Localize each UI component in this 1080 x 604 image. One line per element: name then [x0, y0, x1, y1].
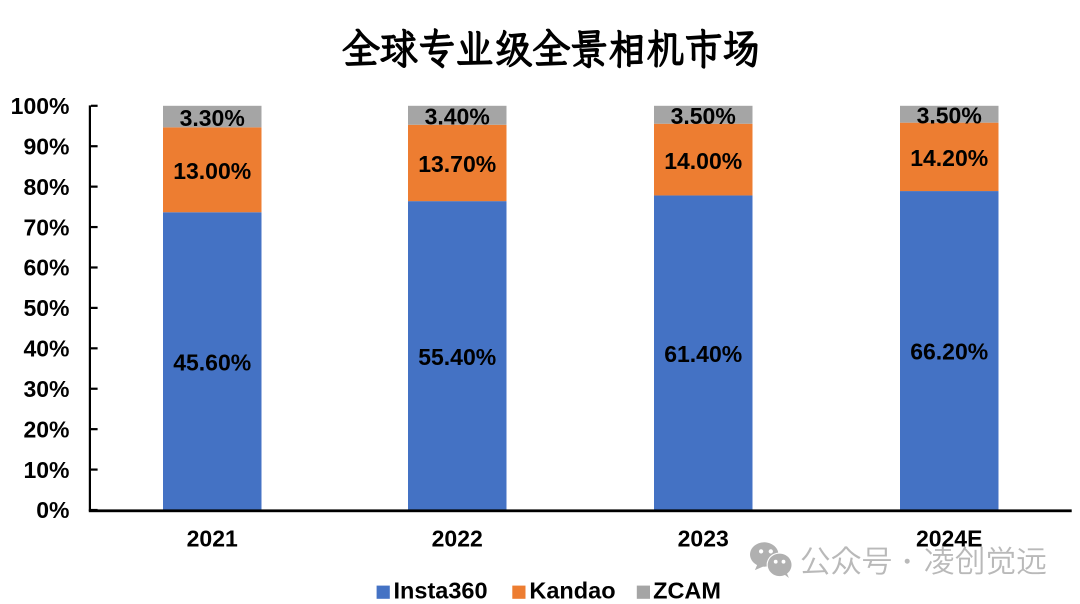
svg-text:20%: 20% [23, 416, 69, 442]
svg-text:14.20%: 14.20% [910, 145, 988, 171]
svg-text:100%: 100% [11, 93, 70, 119]
svg-text:Insta360: Insta360 [394, 578, 488, 604]
svg-text:66.20%: 66.20% [910, 339, 988, 365]
svg-text:30%: 30% [23, 376, 69, 402]
svg-text:2021: 2021 [187, 526, 238, 552]
svg-text:0%: 0% [36, 497, 69, 523]
svg-text:45.60%: 45.60% [173, 349, 251, 375]
svg-text:13.00%: 13.00% [173, 158, 251, 184]
svg-text:40%: 40% [23, 336, 69, 362]
svg-text:55.40%: 55.40% [418, 344, 496, 370]
svg-text:2024E: 2024E [916, 526, 983, 552]
svg-text:60%: 60% [23, 255, 69, 281]
svg-text:50%: 50% [23, 295, 69, 321]
svg-text:90%: 90% [23, 133, 69, 159]
svg-text:2023: 2023 [678, 526, 729, 552]
svg-text:61.40%: 61.40% [664, 341, 742, 367]
svg-text:3.40%: 3.40% [425, 104, 490, 130]
svg-text:10%: 10% [23, 457, 69, 483]
svg-text:13.70%: 13.70% [418, 151, 496, 177]
svg-text:2022: 2022 [432, 526, 483, 552]
svg-text:3.50%: 3.50% [671, 103, 736, 129]
svg-text:80%: 80% [23, 174, 69, 200]
svg-text:70%: 70% [23, 214, 69, 240]
svg-text:14.00%: 14.00% [664, 148, 742, 174]
svg-text:3.50%: 3.50% [917, 102, 982, 128]
svg-text:ZCAM: ZCAM [653, 578, 721, 604]
svg-text:3.30%: 3.30% [180, 105, 245, 131]
svg-text:Kandao: Kandao [529, 578, 615, 604]
